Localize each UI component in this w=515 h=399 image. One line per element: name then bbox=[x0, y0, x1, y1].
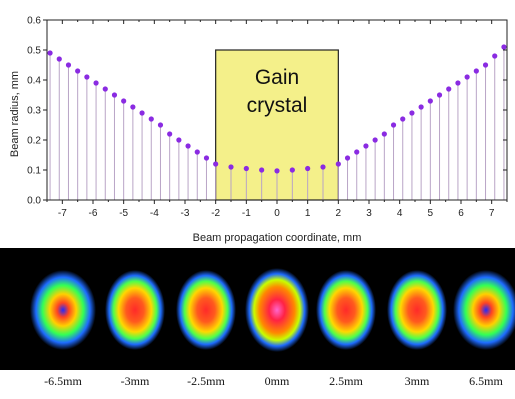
beam-profile-image bbox=[105, 270, 165, 350]
data-point bbox=[464, 74, 470, 80]
y-axis-label: Beam radius, mm bbox=[9, 70, 21, 158]
data-point bbox=[139, 110, 145, 116]
x-tick-label: -2 bbox=[211, 208, 220, 219]
data-point bbox=[203, 155, 210, 161]
x-tick-label: -7 bbox=[58, 208, 67, 219]
data-point bbox=[259, 167, 265, 173]
data-point bbox=[185, 143, 191, 149]
x-tick-label: 5 bbox=[428, 208, 434, 219]
data-point bbox=[409, 110, 415, 116]
data-point bbox=[482, 62, 489, 68]
data-point bbox=[157, 122, 164, 128]
beam-profile-image bbox=[316, 270, 376, 350]
beam-profile-image bbox=[176, 270, 236, 350]
data-point bbox=[84, 74, 90, 80]
x-tick-label: -4 bbox=[150, 208, 159, 219]
x-tick-label: -3 bbox=[181, 208, 190, 219]
data-point bbox=[354, 149, 360, 155]
beam-profile-strip bbox=[0, 248, 515, 370]
x-tick-label: 2 bbox=[336, 208, 342, 219]
data-point bbox=[390, 122, 397, 128]
x-tick-label: 3 bbox=[366, 208, 372, 219]
data-point bbox=[289, 167, 295, 173]
x-tick-label: 0 bbox=[274, 208, 280, 219]
data-point bbox=[320, 164, 326, 170]
data-point bbox=[372, 137, 378, 143]
x-tick-label: 6 bbox=[458, 208, 464, 219]
data-point bbox=[93, 80, 99, 86]
x-tick-label: 7 bbox=[489, 208, 495, 219]
data-point bbox=[130, 104, 136, 110]
data-point bbox=[176, 137, 182, 143]
profile-caption: -2.5mm bbox=[187, 374, 225, 388]
beam-radius-chart: Gain crystal -7 -6 -5 -4 -3 -2 -1 0 1 2 3 4 5 6 7 0.0 0.1 0… bbox=[27, 16, 508, 219]
x-tick-label: -6 bbox=[89, 208, 98, 219]
data-point bbox=[65, 62, 72, 68]
data-point bbox=[418, 104, 424, 110]
data-point bbox=[427, 98, 433, 104]
y-tick-label: 0.2 bbox=[27, 136, 41, 147]
data-point bbox=[194, 149, 200, 155]
data-point bbox=[47, 50, 53, 56]
profile-caption: -3mm bbox=[120, 374, 150, 388]
y-tick-label: 0.3 bbox=[27, 106, 41, 117]
data-point bbox=[381, 131, 387, 137]
data-point bbox=[446, 86, 452, 92]
data-point bbox=[473, 68, 479, 74]
data-point bbox=[213, 161, 219, 167]
annotation-line-1: Gain bbox=[255, 66, 299, 89]
profile-caption: 2.5mm bbox=[329, 374, 363, 388]
data-point bbox=[305, 165, 311, 172]
y-tick-label: 0.0 bbox=[27, 196, 41, 207]
data-point bbox=[167, 131, 173, 137]
data-point bbox=[228, 164, 234, 170]
data-point bbox=[148, 116, 154, 122]
x-tick-label: 1 bbox=[305, 208, 311, 219]
x-tick-label: 4 bbox=[397, 208, 403, 219]
annotation-line-2: crystal bbox=[247, 94, 308, 117]
data-point bbox=[243, 165, 249, 172]
y-tick-label: 0.4 bbox=[27, 76, 41, 87]
data-point bbox=[111, 92, 118, 98]
y-tick-label: 0.5 bbox=[27, 46, 41, 57]
data-point bbox=[335, 161, 341, 167]
x-tick-label: -1 bbox=[242, 208, 251, 219]
beam-profile-image bbox=[453, 270, 515, 350]
profile-caption: 0mm bbox=[264, 374, 290, 388]
profile-caption: 3mm bbox=[404, 374, 430, 388]
data-point bbox=[363, 143, 369, 149]
profile-caption: 6.5mm bbox=[469, 374, 503, 388]
data-point bbox=[121, 98, 127, 104]
data-point bbox=[56, 56, 62, 62]
data-point bbox=[455, 80, 461, 86]
y-tick-label: 0.6 bbox=[27, 16, 41, 27]
y-tick-label: 0.1 bbox=[27, 166, 41, 177]
data-point bbox=[501, 44, 507, 50]
data-point bbox=[102, 86, 108, 92]
x-axis-label: Beam propagation coordinate, mm bbox=[192, 232, 362, 244]
beam-profile-image bbox=[387, 270, 447, 350]
profile-caption: -6.5mm bbox=[44, 374, 82, 388]
data-point bbox=[344, 155, 351, 161]
data-point bbox=[436, 92, 443, 98]
beam-profile-image bbox=[30, 270, 96, 350]
x-tick-label: -5 bbox=[119, 208, 128, 219]
data-point bbox=[492, 53, 498, 59]
data-point bbox=[75, 68, 81, 74]
data-point bbox=[274, 168, 280, 174]
beam-profile-image bbox=[245, 268, 309, 352]
data-point bbox=[400, 116, 406, 122]
